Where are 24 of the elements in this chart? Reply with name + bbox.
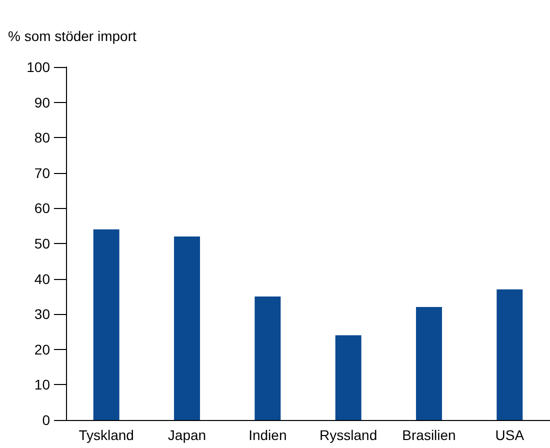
y-tick-label: 0 [42,412,50,428]
y-tick-label: 20 [34,341,50,358]
y-tick-label: 70 [34,164,50,181]
x-tick-label: Ryssland [320,427,378,443]
x-tick-label: Brasilien [402,427,456,443]
y-axis-title: % som stöder import [8,28,136,44]
x-tick-label: Tyskland [78,427,134,443]
y-tick-label: 60 [34,200,50,216]
x-tick-label: Japan [168,427,206,443]
bar [496,289,523,420]
y-tick-label: 90 [34,94,50,110]
y-tick-label: 80 [34,130,50,146]
y-tick-label: 40 [34,270,50,287]
x-tick-label: Indien [248,427,287,443]
bar [416,307,442,420]
y-tick-label: 50 [34,236,50,252]
x-tick-label: USA [495,427,525,443]
y-tick-label: 100 [26,59,50,75]
bar [93,229,120,420]
y-tick-label: 30 [34,306,50,322]
y-tick-label: 10 [34,376,50,393]
bar [335,335,362,420]
bar [254,296,281,420]
bar [174,236,200,420]
